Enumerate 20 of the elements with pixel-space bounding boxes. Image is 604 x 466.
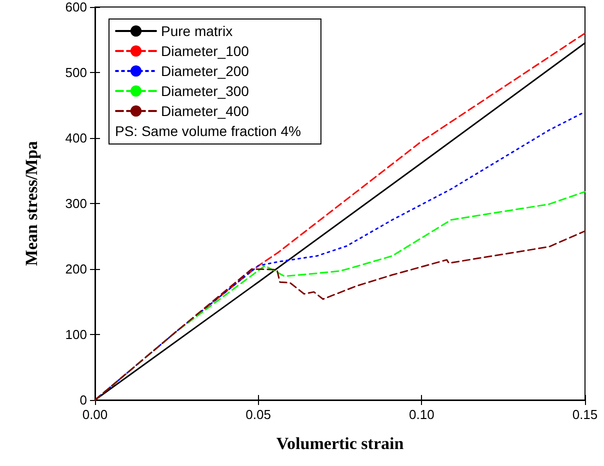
x-tick-label: 0.00 <box>82 407 108 422</box>
legend-label: Diameter_100 <box>161 43 250 59</box>
legend-label: Pure matrix <box>161 23 233 39</box>
x-tick-label: 0.10 <box>409 407 434 422</box>
y-tick-label: 300 <box>65 196 87 211</box>
x-axis-title: Volumertic strain <box>276 434 404 453</box>
annotation: PS: Same volume fraction 4% <box>115 123 301 139</box>
line-series <box>94 230 586 401</box>
legend-label: Diameter_300 <box>161 83 250 99</box>
y-axis-title: Mean stress/Mpa <box>22 140 41 266</box>
y-tick-label: 0 <box>80 392 87 408</box>
x-tick-label: 0.15 <box>572 407 598 422</box>
y-tick-label: 100 <box>65 327 87 342</box>
y-tick-label: 600 <box>65 0 87 14</box>
legend-label: Diameter_400 <box>161 103 250 119</box>
x-tick-label: 0.05 <box>246 407 271 422</box>
y-tick-label: 500 <box>65 65 87 80</box>
legend-label: Diameter_200 <box>161 63 250 79</box>
y-tick-label: 200 <box>65 262 87 276</box>
y-tick-label: 400 <box>65 130 87 146</box>
